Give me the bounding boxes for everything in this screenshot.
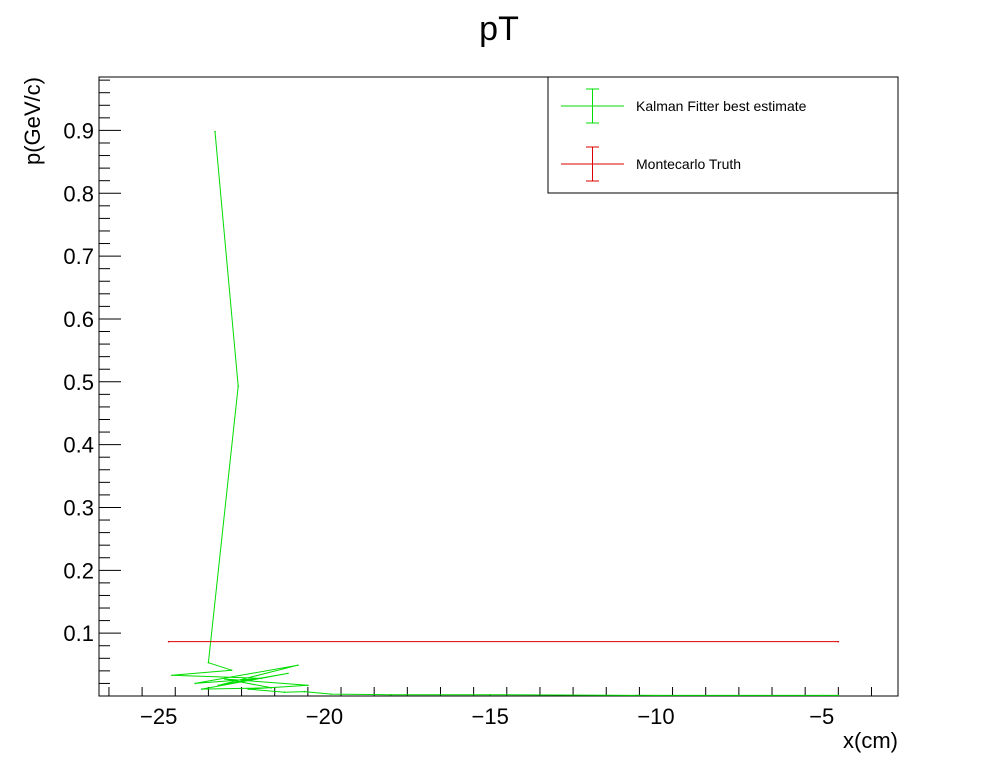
y-tick-label: 0.6 bbox=[63, 307, 94, 332]
x-tick-label: −25 bbox=[140, 704, 177, 729]
y-tick-label: 0.4 bbox=[63, 433, 94, 458]
y-axis-title: p(GeV/c) bbox=[20, 77, 45, 165]
chart-title: pT bbox=[479, 10, 519, 48]
data-point bbox=[283, 691, 286, 694]
data-point bbox=[217, 684, 220, 687]
plot-frame bbox=[98, 76, 899, 697]
data-point bbox=[820, 694, 823, 697]
data-point bbox=[167, 640, 170, 643]
data-point bbox=[303, 690, 306, 693]
data-point bbox=[200, 688, 203, 690]
legend: Kalman Fitter best estimate Montecarlo Tr… bbox=[547, 76, 899, 194]
data-point bbox=[237, 385, 240, 387]
y-tick-label: 0.9 bbox=[63, 118, 94, 143]
data-point bbox=[247, 688, 249, 690]
y-tick-label: 0.8 bbox=[63, 181, 94, 206]
y-tick-label: 0.2 bbox=[63, 558, 94, 583]
x-tick-label: −15 bbox=[472, 704, 509, 729]
y-tick-label: 0.5 bbox=[63, 370, 94, 395]
data-point bbox=[171, 674, 173, 677]
data-point bbox=[270, 687, 273, 689]
data-point bbox=[224, 678, 226, 680]
data-point bbox=[194, 682, 196, 685]
legend-box bbox=[547, 76, 899, 194]
data-point bbox=[489, 693, 492, 696]
y-axis: 0.1 0.2 0.3 0.4 0.5 0.6 0.7 0.8 0.9 bbox=[63, 79, 121, 684]
kalman-series-line bbox=[171, 131, 839, 696]
data-point bbox=[207, 661, 210, 664]
data-point bbox=[389, 693, 392, 696]
y-tick-label: 0.3 bbox=[63, 495, 94, 520]
x-tick-label: −10 bbox=[637, 704, 674, 729]
x-axis-title: x(cm) bbox=[843, 728, 898, 753]
x-tick-label: −5 bbox=[809, 704, 834, 729]
x-axis: −25 −20 −15 −10 −5 bbox=[108, 687, 872, 729]
x-tick-label: −20 bbox=[306, 704, 343, 729]
data-point bbox=[837, 694, 840, 697]
y-tick-label: 0.7 bbox=[63, 244, 94, 269]
data-point bbox=[297, 664, 299, 667]
data-point bbox=[837, 640, 840, 643]
legend-label: Montecarlo Truth bbox=[636, 156, 741, 172]
data-point bbox=[655, 694, 657, 697]
data-point bbox=[230, 669, 233, 672]
y-tick-label: 0.1 bbox=[63, 621, 94, 646]
data-point bbox=[330, 693, 332, 695]
data-point bbox=[260, 677, 263, 680]
data-point bbox=[214, 130, 216, 133]
data-point bbox=[307, 684, 309, 687]
plot-series bbox=[167, 130, 840, 697]
legend-label: Kalman Fitter best estimate bbox=[636, 98, 807, 114]
data-point bbox=[287, 672, 289, 675]
